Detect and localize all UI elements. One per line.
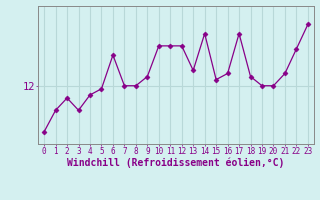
X-axis label: Windchill (Refroidissement éolien,°C): Windchill (Refroidissement éolien,°C) bbox=[67, 158, 285, 168]
